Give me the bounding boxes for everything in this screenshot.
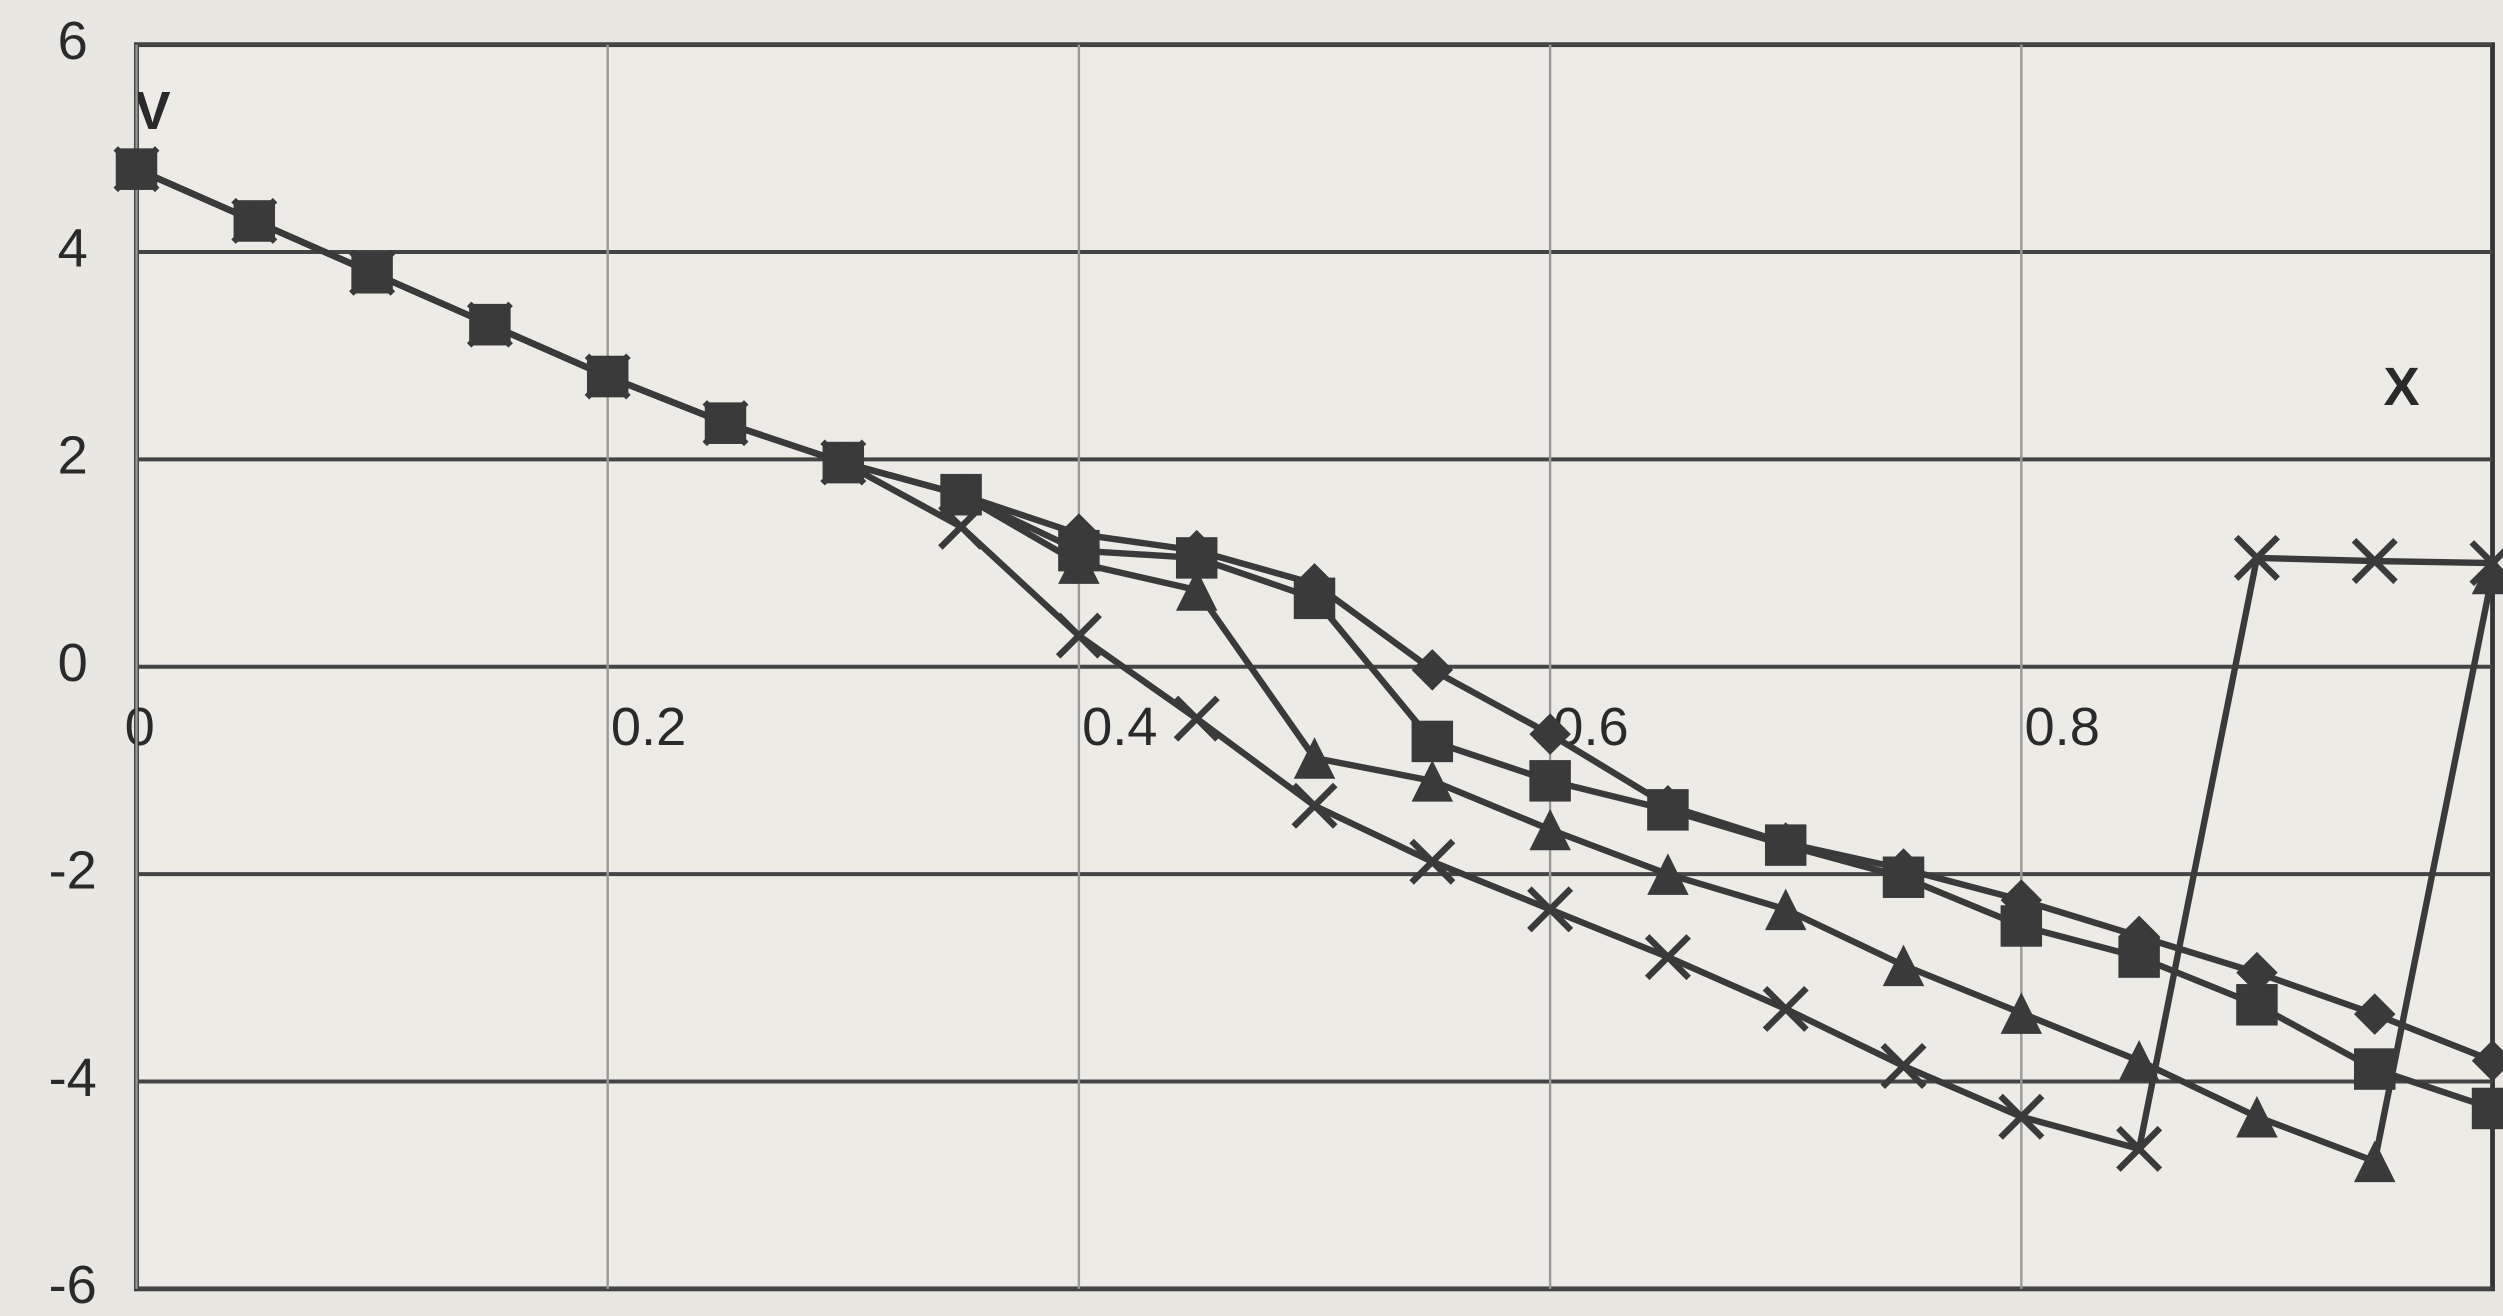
marker-square: [1882, 856, 1925, 898]
x-tick-label: 0: [125, 697, 155, 757]
marker-x: [1173, 695, 1220, 742]
marker-diamond: [1529, 713, 1571, 755]
marker-x: [466, 301, 513, 348]
y-tick-label: 0: [58, 633, 88, 693]
marker-triangle: [2118, 1040, 2160, 1082]
marker-triangle: [2353, 1140, 2396, 1183]
marker-triangle: [1882, 944, 1925, 987]
x-tick-label: 0.2: [611, 697, 686, 757]
y-tick-label: -2: [49, 840, 97, 900]
marker-x: [1291, 782, 1338, 829]
marker-triangle: [1411, 760, 1454, 802]
y-tick-label: 6: [58, 11, 88, 71]
x-tick-label: 0.8: [2025, 697, 2100, 757]
marker-x: [1055, 612, 1102, 659]
marker-x: [113, 146, 160, 193]
marker-triangle: [1175, 569, 1218, 611]
marker-x: [1644, 934, 1691, 981]
y-tick-label: -4: [49, 1048, 97, 1108]
marker-x: [820, 439, 867, 486]
marker-diamond: [2236, 951, 2278, 994]
marker-x: [1527, 886, 1574, 933]
x-axis-label: X: [2384, 357, 2420, 417]
marker-square: [2353, 1048, 2396, 1090]
marker-x: [584, 353, 631, 400]
y-tick-label: -6: [49, 1255, 97, 1315]
marker-x: [349, 249, 396, 296]
marker-square: [2471, 1087, 2503, 1130]
marker-triangle: [940, 473, 982, 516]
marker-diamond: [2353, 993, 2396, 1035]
marker-x: [2233, 534, 2280, 581]
marker-triangle: [2236, 1096, 2278, 1138]
marker-x: [2351, 538, 2398, 585]
marker-square: [2118, 936, 2160, 978]
marker-square: [1293, 577, 1336, 620]
marker-triangle: [1529, 808, 1571, 851]
x-tick-label: 0.4: [1082, 697, 1157, 757]
marker-square: [2000, 905, 2043, 947]
y-tick-label: 4: [58, 218, 88, 278]
marker-square: [1529, 760, 1571, 802]
marker-square: [1411, 720, 1454, 763]
y-tick-label: 2: [58, 426, 88, 486]
marker-triangle: [1764, 888, 1807, 931]
marker-x: [2116, 1125, 2163, 1172]
marker-x: [938, 503, 985, 550]
marker-x: [231, 197, 278, 244]
marker-x: [1762, 985, 1809, 1032]
marker-x: [1998, 1093, 2045, 1140]
y-axis-label: V: [134, 81, 170, 141]
marker-triangle: [1647, 853, 1689, 895]
x-tick-label: 0.6: [1553, 697, 1628, 757]
marker-diamond: [2471, 1040, 2503, 1082]
marker-x: [702, 400, 749, 447]
marker-x: [1409, 838, 1456, 885]
marker-square: [2236, 984, 2278, 1026]
marker-x: [2469, 540, 2503, 587]
marker-x: [1880, 1042, 1927, 1089]
marker-triangle: [1293, 737, 1336, 779]
marker-triangle: [2000, 992, 2043, 1034]
marker-square: [1647, 789, 1689, 831]
marker-square: [1764, 824, 1807, 866]
marker-triangle: [1058, 542, 1100, 584]
